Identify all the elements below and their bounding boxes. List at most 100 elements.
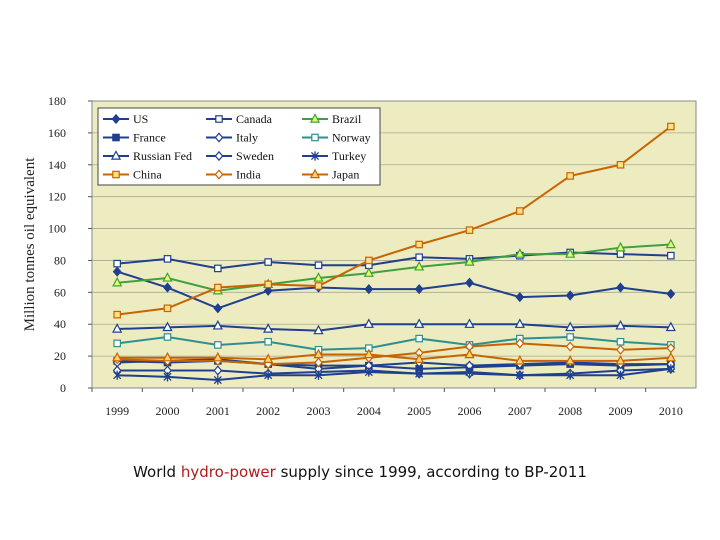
- data-point-us: [565, 290, 575, 301]
- data-point-brazil: [464, 256, 475, 266]
- data-point-turkey: [465, 367, 474, 377]
- data-point-china: [667, 122, 675, 131]
- series-china: [113, 122, 675, 319]
- series-line-china: [117, 125, 672, 316]
- legend-item-russian-fed: Russian Fed: [103, 149, 192, 163]
- legend-marker-us: [111, 113, 121, 125]
- y-tick-label: 0: [60, 381, 66, 395]
- x-tick-label: 2006: [458, 404, 482, 418]
- data-point-china: [314, 282, 323, 290]
- data-point-turkey: [515, 370, 524, 380]
- data-point-us: [515, 291, 525, 303]
- caption-highlight: hydro-power: [180, 463, 276, 481]
- legend-marker-france: [112, 133, 120, 142]
- legend-item-canada: Canada: [206, 112, 273, 126]
- x-tick-label: 2005: [407, 404, 431, 418]
- data-point-china: [264, 280, 272, 289]
- series-line-japan: [117, 353, 671, 362]
- data-point-china: [516, 207, 524, 215]
- data-point-us: [666, 288, 676, 300]
- y-tick-label: 60: [54, 285, 66, 299]
- data-point-turkey: [415, 369, 424, 379]
- data-point-norway: [566, 333, 574, 341]
- data-point-japan: [665, 351, 676, 362]
- x-tick-label: 2000: [156, 404, 180, 418]
- data-point-india: [515, 338, 525, 349]
- data-point-us: [364, 284, 374, 295]
- data-point-canada: [113, 259, 121, 268]
- x-tick-label: 2008: [558, 404, 582, 418]
- data-point-japan: [363, 348, 374, 359]
- legend-marker-norway: [311, 133, 319, 142]
- data-point-turkey: [314, 370, 323, 380]
- data-point-us: [112, 266, 122, 277]
- data-point-india: [565, 341, 575, 352]
- data-point-brazil: [615, 241, 626, 252]
- data-point-us: [263, 285, 273, 296]
- data-point-norway: [616, 337, 625, 346]
- legend-item-japan: Japan: [302, 168, 359, 182]
- x-tick-label: 2001: [206, 404, 230, 418]
- data-point-turkey: [113, 370, 122, 380]
- legend-label-india: India: [236, 168, 261, 182]
- legend-marker-italy: [214, 132, 224, 143]
- data-point-canada: [163, 255, 172, 263]
- y-axis-label: Million tonnes oil equivalent: [22, 157, 38, 332]
- legend-label-canada: Canada: [236, 112, 273, 126]
- y-tick-label: 140: [48, 158, 66, 172]
- data-point-norway: [214, 341, 222, 349]
- y-tick-label: 180: [48, 94, 66, 108]
- legend-item-italy: Italy: [206, 131, 258, 145]
- x-tick-label: 2002: [256, 404, 280, 418]
- data-point-turkey: [566, 370, 575, 380]
- legend-marker-sweden: [214, 150, 224, 162]
- data-point-canada: [264, 258, 272, 266]
- data-point-turkey: [666, 364, 675, 374]
- data-point-japan: [212, 351, 223, 362]
- data-point-brazil: [514, 248, 525, 258]
- data-point-russian-fed: [514, 318, 525, 328]
- series-line-norway: [117, 335, 671, 351]
- series-line-turkey: [117, 367, 671, 382]
- legend-item-brazil: Brazil: [302, 112, 362, 126]
- data-point-norway: [113, 339, 121, 348]
- data-point-brazil: [665, 238, 676, 249]
- legend-label-france: France: [133, 131, 166, 145]
- data-point-china: [214, 283, 222, 292]
- series-russian-fed: [112, 318, 676, 335]
- legend-label-japan: Japan: [332, 168, 359, 182]
- data-point-russian-fed: [565, 321, 576, 332]
- y-tick-label: 160: [48, 126, 66, 140]
- data-point-russian-fed: [665, 321, 676, 332]
- y-tick-label: 20: [54, 349, 66, 363]
- legend-label-norway: Norway: [332, 131, 371, 145]
- legend-label-brazil: Brazil: [332, 112, 362, 126]
- legend-item-sweden: Sweden: [206, 149, 274, 163]
- legend-marker-russian-fed: [110, 150, 122, 160]
- legend: US Canada Brazil France Italy Norway Russian F…: [97, 107, 381, 186]
- legend-marker-japan: [309, 168, 321, 179]
- data-point-china: [415, 240, 423, 249]
- legend-label-turkey: Turkey: [332, 149, 366, 163]
- caption-after: supply since 1999, according to BP-2011: [275, 463, 587, 481]
- data-point-canada: [616, 250, 625, 258]
- data-point-russian-fed: [162, 321, 173, 332]
- data-point-japan: [514, 355, 525, 365]
- data-point-us: [616, 282, 625, 293]
- y-tick-label: 80: [54, 253, 66, 267]
- data-point-canada: [667, 251, 675, 260]
- series-line-us: [116, 270, 671, 310]
- legend-label-china: China: [133, 168, 162, 182]
- data-point-china: [113, 310, 121, 319]
- legend-marker-india: [214, 169, 224, 180]
- data-point-russian-fed: [313, 324, 324, 335]
- data-point-turkey: [364, 367, 373, 377]
- series-line-brazil: [117, 243, 671, 292]
- legend-item-china: China: [103, 168, 162, 182]
- data-point-india: [314, 357, 323, 368]
- series-line-india: [117, 342, 671, 366]
- legend-box: [97, 107, 381, 186]
- data-point-china: [566, 172, 574, 180]
- data-point-russian-fed: [464, 318, 475, 328]
- chart: 0 20 40 60 80 100 120 140 160 180 1999 2000 2001 2002…: [22, 94, 697, 418]
